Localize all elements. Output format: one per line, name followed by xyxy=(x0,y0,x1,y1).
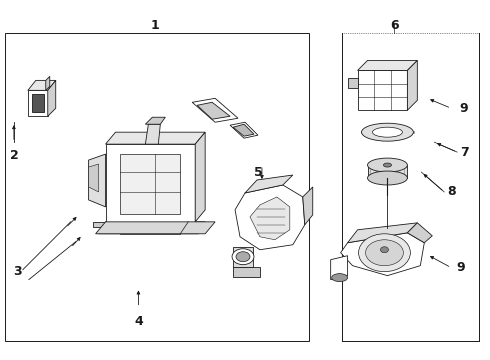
Polygon shape xyxy=(96,222,215,234)
Polygon shape xyxy=(105,132,205,144)
Text: 7: 7 xyxy=(460,145,468,159)
Polygon shape xyxy=(358,71,407,110)
Ellipse shape xyxy=(236,252,250,262)
Polygon shape xyxy=(105,144,195,222)
Polygon shape xyxy=(347,78,358,88)
Polygon shape xyxy=(341,233,424,276)
Bar xyxy=(5,32,309,341)
Polygon shape xyxy=(192,98,238,122)
Ellipse shape xyxy=(380,247,389,253)
Polygon shape xyxy=(233,267,260,276)
Ellipse shape xyxy=(366,240,403,266)
Text: 3: 3 xyxy=(14,265,22,278)
Polygon shape xyxy=(250,197,290,240)
Polygon shape xyxy=(98,222,205,234)
Polygon shape xyxy=(407,223,432,243)
Polygon shape xyxy=(93,222,105,227)
Polygon shape xyxy=(368,165,407,178)
Polygon shape xyxy=(407,60,417,110)
Text: 2: 2 xyxy=(9,149,18,162)
Text: 4: 4 xyxy=(134,315,143,328)
Polygon shape xyxy=(233,247,253,267)
Polygon shape xyxy=(32,94,44,112)
Text: 9: 9 xyxy=(460,102,468,115)
Polygon shape xyxy=(197,102,230,119)
Ellipse shape xyxy=(332,274,347,282)
Ellipse shape xyxy=(368,171,407,185)
Polygon shape xyxy=(89,164,98,192)
Polygon shape xyxy=(121,154,180,214)
Ellipse shape xyxy=(368,158,407,172)
Ellipse shape xyxy=(359,234,410,272)
Polygon shape xyxy=(28,80,56,90)
Polygon shape xyxy=(347,223,417,243)
Polygon shape xyxy=(245,175,293,193)
Polygon shape xyxy=(146,124,160,144)
Text: 1: 1 xyxy=(151,19,160,32)
Ellipse shape xyxy=(384,163,392,167)
Polygon shape xyxy=(48,80,56,116)
Ellipse shape xyxy=(362,123,414,141)
Polygon shape xyxy=(46,76,50,90)
Polygon shape xyxy=(89,154,105,207)
Polygon shape xyxy=(146,117,165,124)
Polygon shape xyxy=(233,124,254,136)
Ellipse shape xyxy=(372,127,402,137)
Polygon shape xyxy=(235,185,305,250)
Polygon shape xyxy=(195,132,205,222)
Polygon shape xyxy=(358,60,417,71)
Ellipse shape xyxy=(232,249,254,265)
Polygon shape xyxy=(28,90,48,116)
Text: 9: 9 xyxy=(457,261,465,274)
Polygon shape xyxy=(331,256,347,280)
Polygon shape xyxy=(230,122,258,138)
Polygon shape xyxy=(303,187,313,225)
Polygon shape xyxy=(195,222,208,227)
Text: 5: 5 xyxy=(253,166,262,179)
Text: 8: 8 xyxy=(447,185,456,198)
Text: 6: 6 xyxy=(390,19,399,32)
